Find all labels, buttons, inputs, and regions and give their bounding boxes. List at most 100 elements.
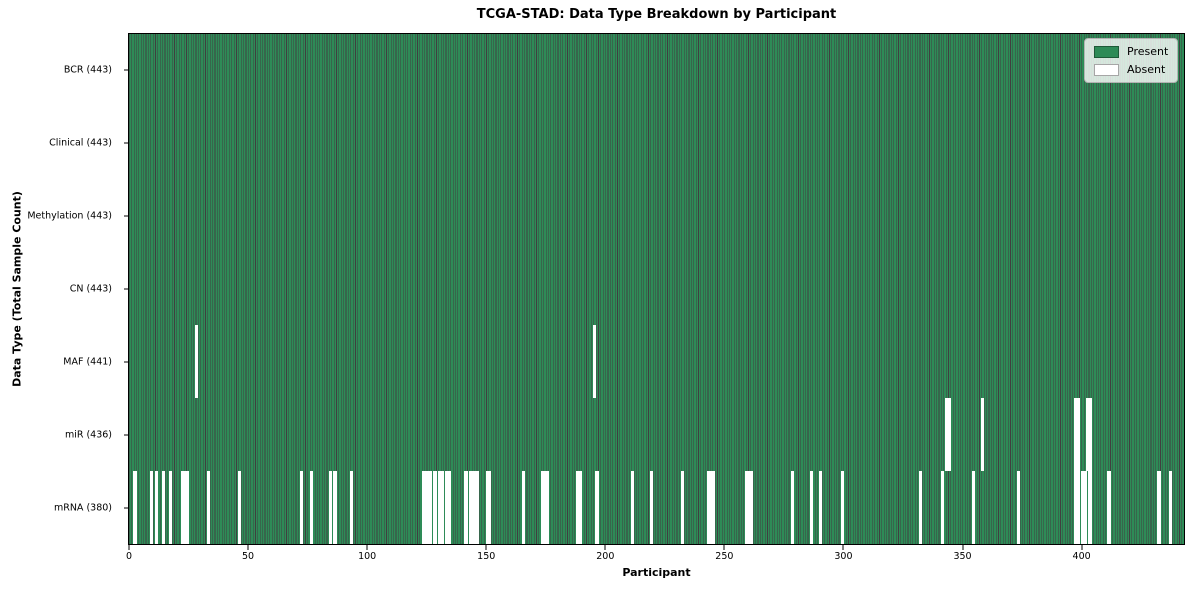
row-band-clinical (129, 106, 1184, 180)
absent-mark (1016, 471, 1021, 544)
absent-swatch (1094, 63, 1119, 76)
absent-mark (169, 471, 173, 544)
absent-mark (421, 471, 425, 544)
absent-mark (712, 471, 716, 544)
x-tick-mark (604, 545, 606, 550)
absent-mark (440, 471, 444, 544)
absent-mark (1074, 398, 1078, 472)
absent-mark (592, 325, 597, 399)
absent-mark (426, 471, 430, 544)
absent-mark (790, 471, 794, 544)
y-tick-label: mRNA (380) (53, 502, 112, 514)
absent-mark (1076, 471, 1080, 544)
absent-mark (488, 471, 492, 544)
absent-mark (945, 398, 949, 472)
legend-item-present: Present (1094, 45, 1168, 58)
absent-mark (521, 471, 525, 544)
absent-mark (1074, 471, 1078, 544)
absent-mark (1081, 471, 1085, 544)
absent-mark (981, 398, 985, 472)
x-tick-label: 250 (715, 551, 734, 562)
x-tick-label: 400 (1072, 551, 1091, 562)
absent-mark (350, 471, 354, 544)
row-band-mir (129, 398, 1184, 472)
absent-mark (595, 471, 599, 544)
y-tick-mark (124, 507, 128, 509)
absent-mark (542, 471, 547, 544)
absent-mark (183, 471, 187, 544)
x-tick-mark (1081, 545, 1083, 550)
absent-mark (745, 471, 749, 544)
x-tick-mark (366, 545, 368, 550)
x-tick-mark (723, 545, 725, 550)
absent-mark (631, 471, 635, 544)
absent-mark (971, 471, 975, 544)
absent-mark (328, 471, 332, 544)
absent-mark (819, 471, 823, 544)
absent-mark (238, 471, 242, 544)
chart-title: TCGA-STAD: Data Type Breakdown by Partic… (476, 7, 837, 22)
absent-mark (947, 398, 951, 472)
absent-mark (919, 471, 923, 544)
y-tick-label: MAF (441) (63, 356, 112, 368)
x-tick-label: 0 (125, 551, 133, 562)
absent-mark (1107, 471, 1111, 544)
absent-mark (545, 471, 549, 544)
absent-mark (540, 471, 544, 544)
y-tick-label: Methylation (443) (27, 210, 112, 222)
absent-mark (840, 471, 844, 544)
x-tick-label: 150 (477, 551, 496, 562)
absent-mark (750, 471, 754, 544)
x-tick-mark (962, 545, 964, 550)
absent-mark (154, 471, 158, 544)
present-swatch (1094, 45, 1119, 58)
y-tick-label: Clinical (443) (49, 137, 112, 149)
x-tick-label: 50 (242, 551, 255, 562)
absent-mark (180, 471, 185, 544)
y-tick-label: miR (436) (64, 429, 112, 441)
y-tick-mark (124, 142, 128, 144)
y-tick-mark (124, 434, 128, 436)
absent-mark (464, 471, 468, 544)
row-band-mrna (129, 471, 1184, 544)
plot-area (124, 33, 1185, 550)
x-tick-mark (842, 545, 844, 550)
row-band-methylation (129, 179, 1184, 253)
absent-mark (576, 471, 580, 544)
absent-mark (1085, 398, 1090, 472)
y-tick-mark (124, 288, 128, 290)
absent-mark (438, 471, 442, 544)
absent-mark (1157, 471, 1161, 544)
absent-mark (445, 471, 449, 544)
y-tick-mark (124, 69, 128, 71)
absent-mark (747, 471, 751, 544)
absent-mark (447, 471, 451, 544)
x-axis-label: Participant (622, 566, 691, 579)
x-tick-mark (128, 545, 130, 550)
absent-mark (709, 471, 713, 544)
absent-mark (809, 471, 813, 544)
absent-mark (185, 471, 189, 544)
absent-mark (1169, 471, 1173, 544)
absent-mark (650, 471, 654, 544)
y-tick-label: CN (443) (69, 283, 112, 295)
absent-mark (469, 471, 473, 544)
absent-mark (473, 471, 478, 544)
legend-item-absent: Absent (1094, 63, 1168, 76)
row-band-maf (129, 325, 1184, 399)
legend: Present Absent (1084, 38, 1179, 83)
absent-mark (333, 471, 337, 544)
row-band-cn (129, 252, 1184, 326)
absent-mark (433, 471, 437, 544)
x-tick-label: 200 (596, 551, 615, 562)
absent-mark (133, 471, 137, 544)
legend-label-absent: Absent (1127, 63, 1166, 76)
row-band-bcr (129, 34, 1184, 107)
absent-mark (681, 471, 685, 544)
absent-mark (1088, 471, 1092, 544)
absent-mark (309, 471, 313, 544)
y-tick-label: BCR (443) (63, 64, 112, 76)
y-axis-ticks: BCR (443) Clinical (443) Methylation (443)… (0, 33, 120, 545)
absent-mark (428, 471, 432, 544)
